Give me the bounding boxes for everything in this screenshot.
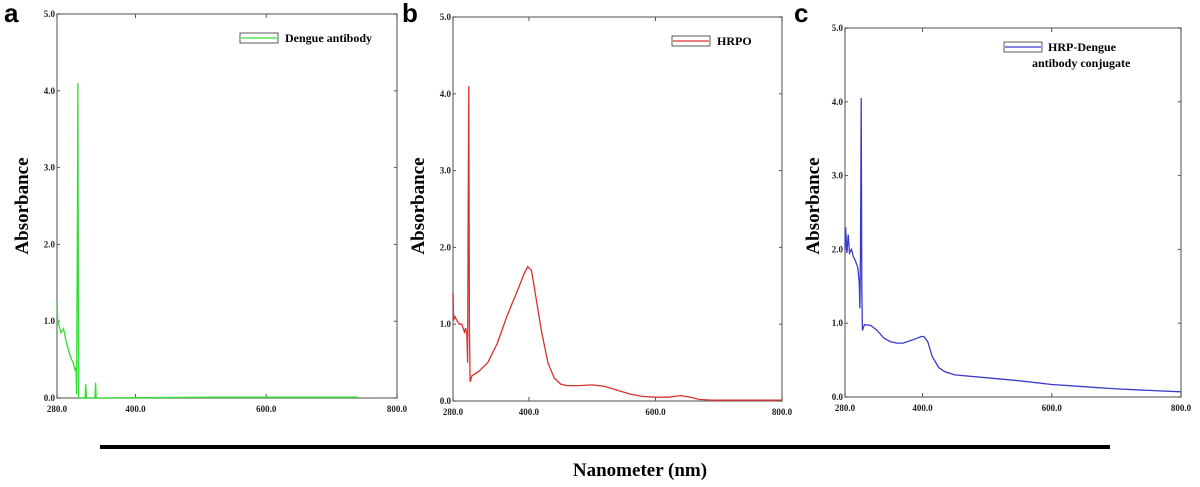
legend-label: HRP-Dengue (1048, 40, 1117, 54)
y-tick-label: 3.0 (44, 163, 56, 173)
plot-frame (56, 13, 398, 399)
x-tick-label: 800.0 (772, 407, 793, 417)
shared-x-axis-label: Nanometer (nm) (573, 460, 707, 481)
y-tick-label: 4.0 (44, 86, 56, 96)
x-tick-label: 600.0 (1042, 403, 1063, 413)
legend-label: Dengue antibody (285, 31, 372, 45)
y-tick-label: 3.0 (832, 171, 844, 181)
y-tick-label: 1.0 (440, 319, 452, 329)
y-tick-label: 4.0 (440, 89, 452, 99)
series-line-b (452, 86, 782, 401)
y-tick-label: 0.0 (44, 393, 56, 403)
x-tick-label: 280.0 (47, 404, 68, 414)
panel-c: c 0.0 1.0 2.0 3.0 4.0 5.0 280.0 400.0 600.0 800.0 A… (794, 0, 1192, 413)
y-tick-label: 2.0 (44, 239, 56, 249)
y-tick-label: 2.0 (440, 242, 452, 252)
y-tick-label: 1.0 (44, 316, 56, 326)
legend-label-cont: antibody conjugate (1032, 56, 1131, 70)
x-tick-label: 400.0 (519, 407, 540, 417)
y-axis-label: Absorbance (12, 157, 33, 254)
series-line-c (844, 98, 1182, 393)
y-axis-label: Absorbance (408, 157, 429, 254)
x-tick-label: 280.0 (443, 407, 464, 417)
x-tick-label: 280.0 (835, 403, 856, 413)
x-tick-label: 800.0 (387, 404, 408, 414)
y-tick-label: 2.0 (832, 244, 844, 254)
y-tick-label: 5.0 (832, 23, 844, 33)
y-axis-label: Absorbance (803, 157, 824, 254)
panel-a: a 0.0 1.0 2.0 3.0 4.0 5.0 280.0 400.0 600.0 800.0 A… (4, 0, 408, 414)
panel-letter: b (402, 0, 418, 28)
y-tick-label: 1.0 (832, 318, 844, 328)
panel-letter: c (794, 0, 808, 28)
panel-letter: a (4, 0, 19, 28)
y-tick-label: 0.0 (440, 396, 452, 406)
y-tick-label: 0.0 (832, 392, 844, 402)
x-tick-label: 400.0 (125, 404, 146, 414)
panel-b: b 0.0 1.0 2.0 3.0 4.0 5.0 280.0 400.0 600.0 800.0 A… (402, 0, 793, 417)
x-tick-label: 600.0 (256, 404, 277, 414)
x-tick-label: 400.0 (912, 403, 933, 413)
series-line-a (56, 83, 358, 399)
plot-frame (452, 16, 783, 402)
y-tick-label: 5.0 (44, 9, 56, 19)
y-tick-label: 3.0 (440, 166, 452, 176)
plot-frame (844, 27, 1182, 398)
x-tick-label: 800.0 (1171, 403, 1192, 413)
legend-label: HRPO (717, 34, 752, 48)
y-tick-label: 4.0 (832, 97, 844, 107)
x-tick-label: 600.0 (645, 407, 666, 417)
y-tick-label: 5.0 (440, 12, 452, 22)
